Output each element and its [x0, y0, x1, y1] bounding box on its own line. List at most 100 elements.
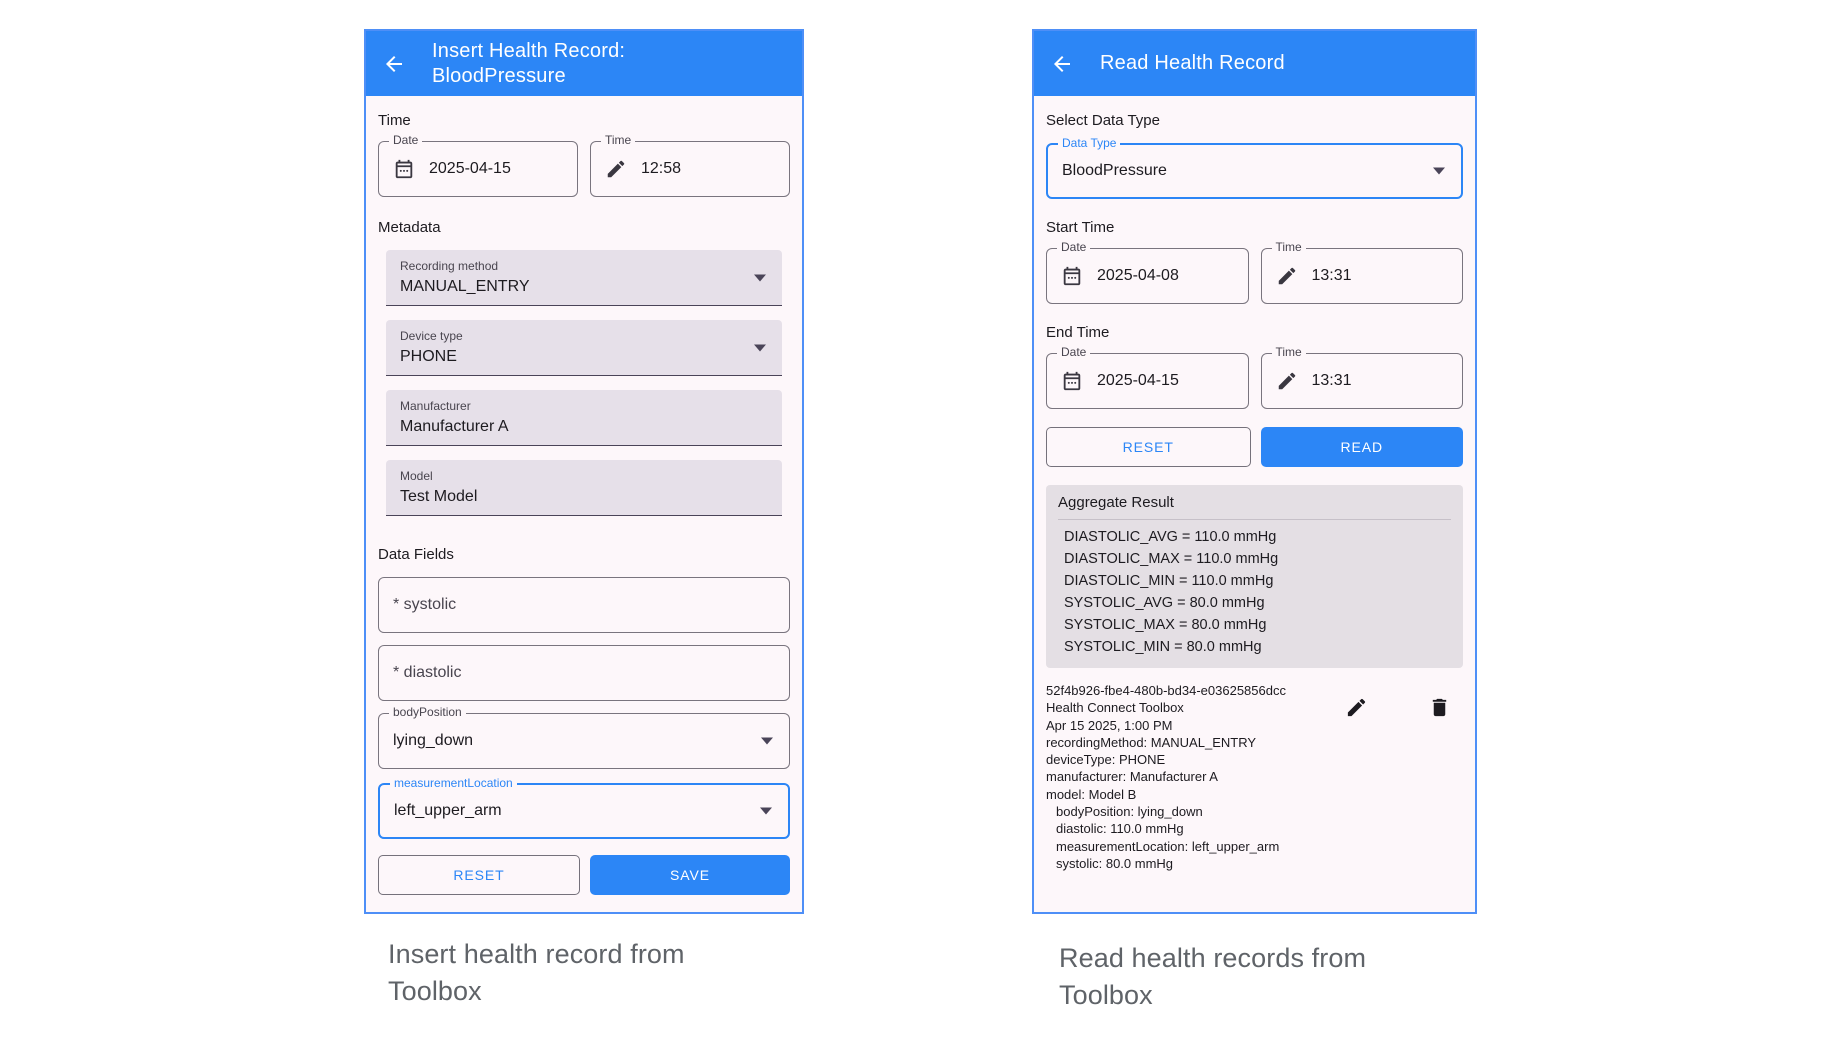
record-app-name: Health Connect Toolbox — [1046, 700, 1184, 716]
record-card: 52f4b926-fbe4-480b-bd34-e03625856dcc Hea… — [1046, 682, 1463, 872]
model-value: Test Model — [400, 488, 478, 505]
record-measurement-location: measurementLocation: left_upper_arm — [1056, 838, 1280, 854]
title-line-2: BloodPressure — [432, 64, 566, 87]
diastolic-input[interactable]: * diastolic — [378, 645, 790, 701]
insert-appbar: Insert Health Record: BloodPressure — [366, 31, 802, 96]
aggregate-row: DIASTOLIC_MAX = 110.0 mmHg — [1064, 551, 1279, 567]
end-time-field[interactable]: Time 13:31 — [1260, 345, 1463, 409]
recording-method-value: MANUAL_ENTRY — [400, 278, 530, 295]
insert-button-row: RESET SAVE — [378, 855, 790, 895]
dropdown-caret-icon — [761, 737, 773, 745]
end-time-value: 13:31 — [1311, 372, 1352, 389]
data-type-value: BloodPressure — [1062, 162, 1167, 179]
body-position-select[interactable]: bodyPosition lying_down — [378, 705, 790, 769]
reset-button[interactable]: RESET — [1046, 427, 1251, 467]
read-content: Select Data Type Data Type BloodPressure… — [1034, 112, 1475, 872]
end-date-label: Date — [1057, 345, 1091, 360]
device-type-select[interactable]: Device type PHONE — [386, 320, 782, 376]
time-field-label: Time — [601, 133, 636, 148]
aggregate-row: DIASTOLIC_MIN = 110.0 mmHg — [1064, 573, 1274, 589]
aggregate-row: DIASTOLIC_AVG = 110.0 mmHg — [1064, 529, 1277, 545]
diastolic-placeholder: * diastolic — [393, 664, 462, 681]
edit-icon[interactable] — [1345, 696, 1368, 719]
record-uuid: 52f4b926-fbe4-480b-bd34-e03625856dcc — [1046, 683, 1286, 698]
read-health-record-screen: Read Health Record Select Data Type Data… — [1032, 29, 1477, 914]
record-model: model: Model B — [1046, 786, 1137, 802]
aggregate-row: SYSTOLIC_MIN = 80.0 mmHg — [1064, 639, 1262, 655]
insert-date-field[interactable]: Date 2025-04-15 — [378, 133, 578, 197]
metadata-section-label: Metadata — [378, 219, 441, 236]
start-time-value: 13:31 — [1311, 267, 1352, 284]
manufacturer-field[interactable]: Manufacturer Manufacturer A — [386, 390, 782, 446]
title-line-1: Insert Health Record: — [432, 39, 626, 62]
aggregate-result-rows: DIASTOLIC_AVG = 110.0 mmHg DIASTOLIC_MAX… — [1058, 520, 1451, 658]
read-button[interactable]: READ — [1260, 427, 1463, 467]
start-date-field[interactable]: Date 2025-04-08 — [1046, 240, 1249, 304]
recording-method-select[interactable]: Recording method MANUAL_ENTRY — [386, 250, 782, 306]
manufacturer-label: Manufacturer — [400, 399, 471, 413]
insert-content: Time Date 2025-04-15 Time 12:58 M — [366, 112, 802, 895]
dropdown-caret-icon — [754, 344, 766, 351]
pencil-icon — [1276, 370, 1298, 392]
body-position-label: bodyPosition — [389, 705, 466, 720]
record-timestamp: Apr 15 2025, 1:00 PM — [1046, 717, 1173, 733]
start-time-label: Time — [1271, 240, 1306, 255]
back-arrow-icon[interactable] — [1050, 52, 1074, 76]
dropdown-caret-icon — [760, 807, 772, 815]
data-type-label: Data Type — [1058, 136, 1121, 151]
read-button-row: RESET READ — [1046, 427, 1463, 467]
record-body-position: bodyPosition: lying_down — [1056, 804, 1203, 820]
calendar-icon — [1061, 265, 1083, 287]
end-date-field[interactable]: Date 2025-04-15 — [1046, 345, 1249, 409]
read-page-title: Read Health Record — [1100, 52, 1285, 74]
measurement-location-value: left_upper_arm — [394, 802, 502, 819]
start-date-value: 2025-04-08 — [1097, 267, 1179, 284]
start-time-section-label: Start Time — [1046, 219, 1115, 236]
pencil-icon — [605, 158, 627, 180]
record-device-type: deviceType: PHONE — [1046, 752, 1166, 768]
record-recording-method: recordingMethod: MANUAL_ENTRY — [1046, 734, 1257, 750]
read-caption: Read health records from Toolbox — [1059, 943, 1367, 1010]
start-time-field[interactable]: Time 13:31 — [1260, 240, 1463, 304]
time-section-label: Time — [378, 112, 411, 129]
aggregate-row: SYSTOLIC_AVG = 80.0 mmHg — [1064, 595, 1265, 611]
device-type-value: PHONE — [400, 348, 457, 365]
systolic-placeholder: * systolic — [393, 596, 457, 613]
dropdown-caret-icon — [754, 274, 766, 281]
record-manufacturer: manufacturer: Manufacturer A — [1046, 769, 1218, 785]
data-type-select[interactable]: Data Type BloodPressure — [1046, 136, 1463, 199]
read-appbar: Read Health Record — [1034, 31, 1475, 96]
systolic-input[interactable]: * systolic — [378, 577, 790, 633]
model-field[interactable]: Model Test Model — [386, 460, 782, 516]
body-position-value: lying_down — [393, 732, 474, 749]
time-field-value: 12:58 — [641, 160, 682, 177]
dropdown-caret-icon — [1433, 167, 1445, 175]
record-diastolic: diastolic: 110.0 mmHg — [1056, 821, 1184, 837]
manufacturer-value: Manufacturer A — [400, 418, 509, 435]
insert-page-title: Insert Health Record: BloodPressure — [432, 39, 625, 89]
end-time-section-label: End Time — [1046, 324, 1110, 341]
aggregate-result-title: Aggregate Result — [1058, 494, 1451, 520]
select-data-type-label: Select Data Type — [1046, 112, 1160, 129]
insert-health-record-screen: Insert Health Record: BloodPressure Time… — [364, 29, 804, 914]
save-button[interactable]: SAVE — [590, 855, 790, 895]
data-fields-section-label: Data Fields — [378, 546, 454, 563]
calendar-icon — [1061, 370, 1083, 392]
measurement-location-select[interactable]: measurementLocation left_upper_arm — [378, 776, 790, 839]
end-date-value: 2025-04-15 — [1097, 372, 1179, 389]
measurement-location-label: measurementLocation — [390, 776, 517, 791]
recording-method-label: Recording method — [400, 259, 499, 273]
aggregate-row: SYSTOLIC_MAX = 80.0 mmHg — [1064, 617, 1267, 633]
back-arrow-icon[interactable] — [382, 52, 406, 76]
model-label: Model — [400, 469, 433, 483]
delete-icon[interactable] — [1428, 696, 1451, 719]
record-systolic: systolic: 80.0 mmHg — [1056, 855, 1174, 871]
pencil-icon — [1276, 265, 1298, 287]
insert-time-field[interactable]: Time 12:58 — [590, 133, 790, 197]
end-time-row: Date 2025-04-15 Time 13:31 — [1046, 345, 1463, 409]
time-field-row: Date 2025-04-15 Time 12:58 — [378, 133, 790, 197]
reset-button[interactable]: RESET — [378, 855, 580, 895]
calendar-icon — [393, 158, 415, 180]
end-time-label: Time — [1271, 345, 1306, 360]
